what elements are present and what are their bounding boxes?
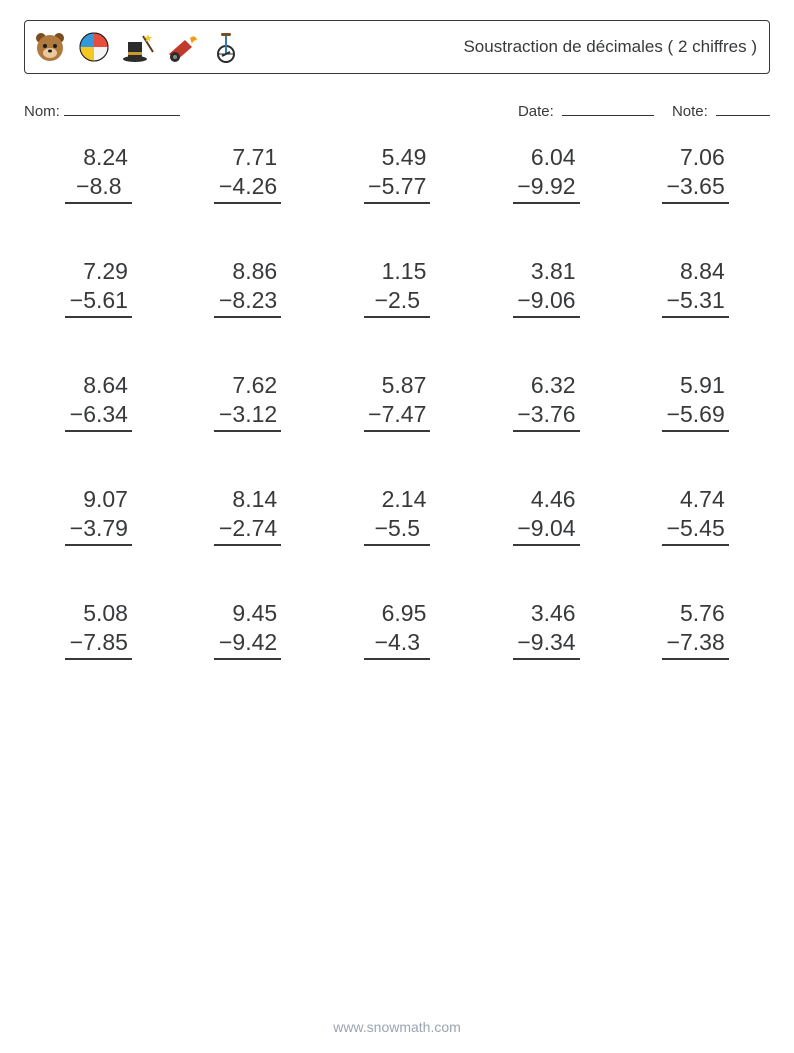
problem: 7.62−3.12	[173, 372, 322, 432]
note-blank[interactable]	[716, 100, 770, 116]
subtrahend: −8.8	[65, 173, 132, 204]
subtrahend: −9.06	[513, 287, 580, 318]
subtrahend: −4.3	[364, 629, 431, 660]
date-label: Date:	[518, 103, 554, 120]
subtrahend: −3.65	[662, 173, 729, 204]
header-box: Soustraction de décimales ( 2 chiffres )	[24, 20, 770, 74]
subtrahend: −5.5	[364, 515, 431, 546]
minuend: 4.74	[662, 486, 729, 513]
subtrahend: −9.92	[513, 173, 580, 204]
name-blank[interactable]	[64, 100, 180, 116]
subtrahend: −5.31	[662, 287, 729, 318]
problem: 3.46−9.34	[472, 600, 621, 660]
unicycle-icon	[209, 30, 243, 64]
subtrahend: −5.69	[662, 401, 729, 432]
date-blank[interactable]	[562, 100, 654, 116]
minuend: 5.49	[364, 144, 431, 171]
problem: 8.14−2.74	[173, 486, 322, 546]
subtrahend: −9.42	[214, 629, 281, 660]
minuend: 8.14	[214, 486, 281, 513]
problem: 4.74−5.45	[621, 486, 770, 546]
problem: 4.46−9.04	[472, 486, 621, 546]
subtrahend: −5.77	[364, 173, 431, 204]
minuend: 8.24	[65, 144, 132, 171]
subtrahend: −3.12	[214, 401, 281, 432]
minuend: 6.95	[364, 600, 431, 627]
beach-ball-icon	[77, 30, 111, 64]
name-label: Nom:	[24, 103, 60, 120]
minuend: 5.87	[364, 372, 431, 399]
problem: 9.45−9.42	[173, 600, 322, 660]
subtrahend: −7.38	[662, 629, 729, 660]
subtrahend: −2.74	[214, 515, 281, 546]
problem: 2.14−5.5	[322, 486, 471, 546]
problem: 7.06−3.65	[621, 144, 770, 204]
problem: 6.32−3.76	[472, 372, 621, 432]
problem: 7.71−4.26	[173, 144, 322, 204]
minuend: 8.84	[662, 258, 729, 285]
problem: 3.81−9.06	[472, 258, 621, 318]
minuend: 4.46	[513, 486, 580, 513]
meta-row: Nom: Date: Note:	[24, 100, 770, 120]
minuend: 8.64	[65, 372, 132, 399]
minuend: 7.71	[214, 144, 281, 171]
subtrahend: −9.34	[513, 629, 580, 660]
minuend: 3.81	[513, 258, 580, 285]
note-label: Note:	[672, 103, 708, 120]
subtrahend: −3.76	[513, 401, 580, 432]
subtrahend: −7.85	[65, 629, 132, 660]
header-icons	[33, 30, 243, 64]
subtrahend: −6.34	[65, 401, 132, 432]
footer-url: www.snowmath.com	[0, 1019, 794, 1035]
problem: 8.86−8.23	[173, 258, 322, 318]
problem: 5.49−5.77	[322, 144, 471, 204]
minuend: 6.04	[513, 144, 580, 171]
problem: 9.07−3.79	[24, 486, 173, 546]
minuend: 8.86	[214, 258, 281, 285]
problem: 1.15−2.5	[322, 258, 471, 318]
problem: 5.91−5.69	[621, 372, 770, 432]
minuend: 5.08	[65, 600, 132, 627]
problem: 6.95−4.3	[322, 600, 471, 660]
minuend: 5.91	[662, 372, 729, 399]
minuend: 9.45	[214, 600, 281, 627]
problem: 5.87−7.47	[322, 372, 471, 432]
problem: 8.64−6.34	[24, 372, 173, 432]
problem: 8.24−8.8	[24, 144, 173, 204]
minuend: 5.76	[662, 600, 729, 627]
subtrahend: −5.45	[662, 515, 729, 546]
minuend: 2.14	[364, 486, 431, 513]
minuend: 1.15	[364, 258, 431, 285]
minuend: 7.06	[662, 144, 729, 171]
magic-hat-icon	[121, 30, 155, 64]
subtrahend: −3.79	[65, 515, 132, 546]
bear-icon	[33, 30, 67, 64]
subtrahend: −8.23	[214, 287, 281, 318]
worksheet-title: Soustraction de décimales ( 2 chiffres )	[463, 37, 757, 57]
minuend: 6.32	[513, 372, 580, 399]
problem: 6.04−9.92	[472, 144, 621, 204]
minuend: 7.29	[65, 258, 132, 285]
subtrahend: −9.04	[513, 515, 580, 546]
problem: 8.84−5.31	[621, 258, 770, 318]
minuend: 7.62	[214, 372, 281, 399]
subtrahend: −2.5	[364, 287, 431, 318]
cannon-icon	[165, 30, 199, 64]
problem: 5.08−7.85	[24, 600, 173, 660]
subtrahend: −7.47	[364, 401, 431, 432]
minuend: 9.07	[65, 486, 132, 513]
minuend: 3.46	[513, 600, 580, 627]
subtrahend: −4.26	[214, 173, 281, 204]
problem: 7.29−5.61	[24, 258, 173, 318]
problem: 5.76−7.38	[621, 600, 770, 660]
problems-grid: 8.24−8.8 7.71−4.265.49−5.776.04−9.927.06…	[24, 144, 770, 660]
subtrahend: −5.61	[65, 287, 132, 318]
